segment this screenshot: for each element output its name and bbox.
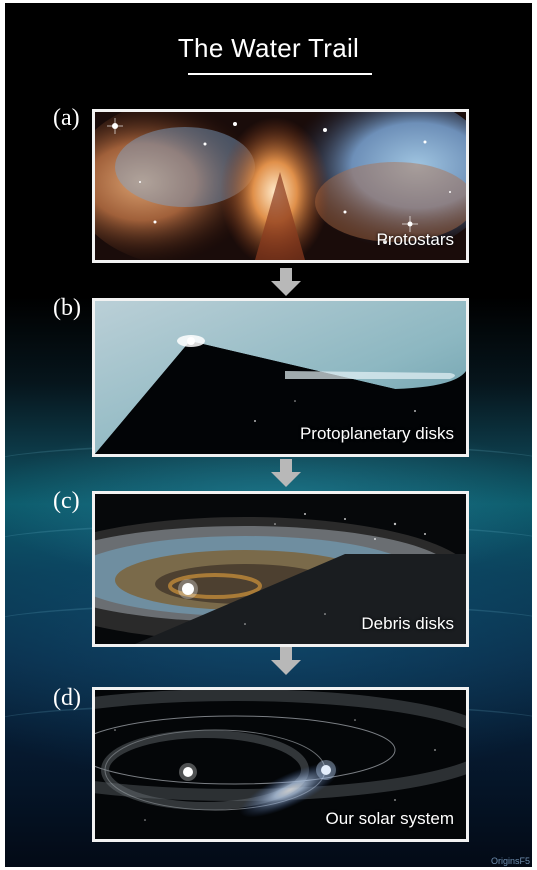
image-credit: OriginsF5: [490, 856, 530, 866]
water-trail-figure: The Water Trail (a): [5, 3, 532, 867]
protoplanetary-disk-image: [95, 301, 466, 454]
solar-system-image: [95, 690, 466, 839]
debris-disk-image: [95, 494, 466, 644]
panel-b-letter: (b): [53, 295, 81, 321]
down-arrow-icon: [271, 459, 301, 487]
panel-d-letter: (d): [53, 685, 81, 711]
panel-c-debris-disks: Debris disks: [92, 491, 469, 647]
down-arrow-icon: [271, 647, 301, 675]
nebula-image: [95, 112, 466, 260]
panel-a-protostars: Protostars: [92, 109, 469, 263]
panel-b-protoplanetary-disks: Protoplanetary disks: [92, 298, 469, 457]
title-underline: [188, 73, 372, 75]
panel-a-caption: Protostars: [376, 230, 454, 249]
panel-d-caption: Our solar system: [325, 809, 454, 828]
panel-c-caption: Debris disks: [361, 614, 454, 633]
panel-c-letter: (c): [53, 488, 80, 514]
panel-d-our-solar-system: Our solar system: [92, 687, 469, 842]
panel-b-caption: Protoplanetary disks: [299, 424, 454, 443]
panel-a-letter: (a): [53, 105, 80, 131]
figure-title: The Water Trail: [177, 33, 360, 63]
down-arrow-icon: [271, 268, 301, 296]
